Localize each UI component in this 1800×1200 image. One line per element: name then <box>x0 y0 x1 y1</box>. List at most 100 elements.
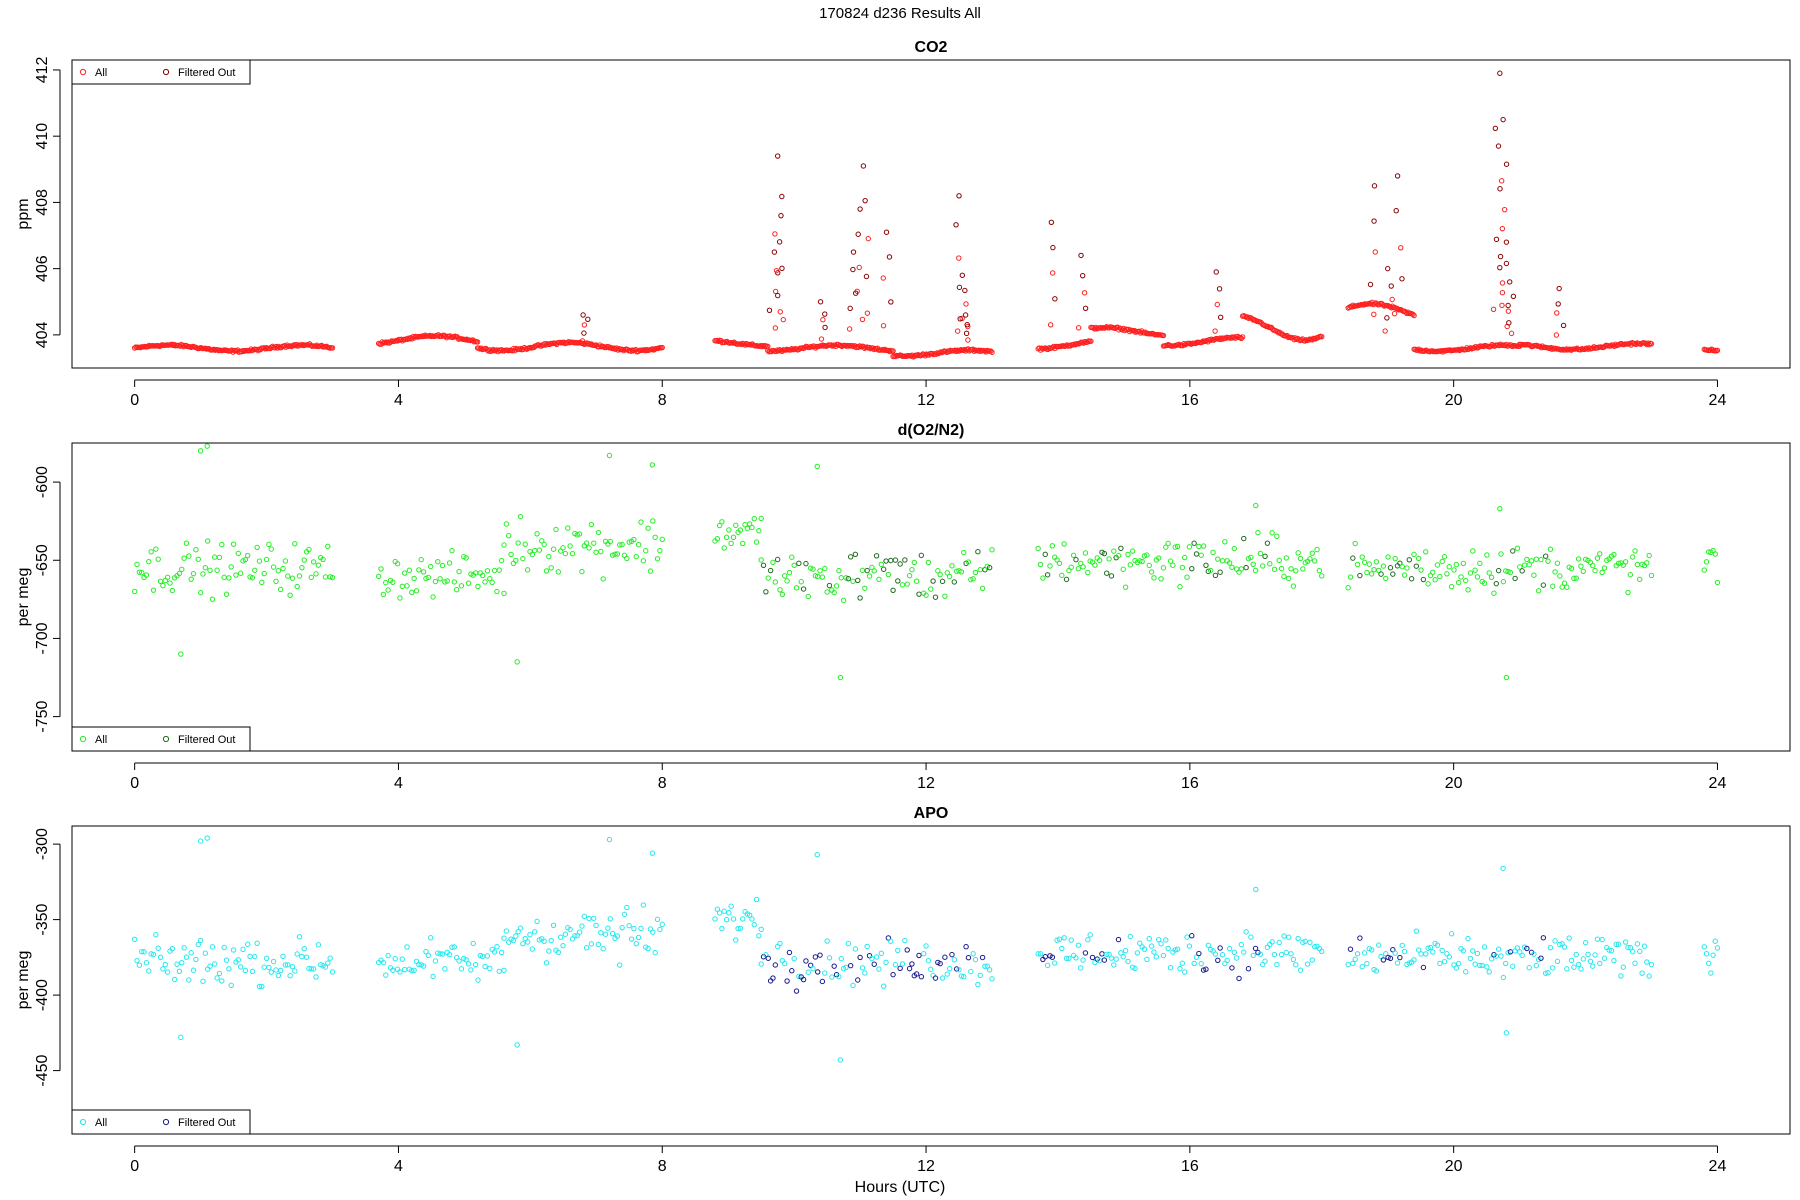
data-point <box>1068 564 1074 571</box>
data-point <box>1712 938 1718 944</box>
co2-spike-point <box>1499 280 1506 286</box>
x-tick-label: 16 <box>1181 1158 1199 1175</box>
data-point <box>1582 940 1589 946</box>
data-point <box>375 573 382 580</box>
data-point <box>1592 567 1598 574</box>
data-point <box>524 939 531 945</box>
data-point <box>576 531 583 537</box>
filtered-point <box>793 988 800 994</box>
data-point <box>1545 970 1551 976</box>
data-point <box>548 937 554 944</box>
co2-point <box>1302 338 1308 344</box>
data-point <box>157 578 164 584</box>
x-tick-label: 12 <box>917 775 935 792</box>
data-point <box>805 969 811 975</box>
x-tick-label: 24 <box>1709 392 1727 409</box>
data-point <box>195 556 201 562</box>
data-point <box>439 951 446 957</box>
data-point <box>723 917 730 923</box>
co2-spike-point <box>1505 302 1511 309</box>
data-point <box>136 569 143 575</box>
data-point <box>972 569 979 576</box>
data-point <box>1634 941 1641 947</box>
data-point <box>520 555 526 562</box>
data-point <box>756 527 762 534</box>
data-point <box>444 578 450 584</box>
data-point <box>1144 956 1150 963</box>
data-point <box>1510 963 1516 970</box>
data-point <box>1710 952 1716 958</box>
data-point <box>240 946 246 953</box>
filtered-point <box>772 962 779 968</box>
data-point <box>259 983 265 990</box>
co2-point <box>787 347 794 353</box>
data-point <box>1186 544 1193 550</box>
co2-point <box>171 341 177 348</box>
data-point <box>468 967 474 973</box>
co2-point <box>918 352 925 358</box>
data-point <box>1418 951 1424 957</box>
data-point <box>1441 554 1448 560</box>
data-point <box>574 933 580 939</box>
data-point <box>1281 573 1287 580</box>
filtered-point <box>1406 557 1412 563</box>
data-point <box>310 559 317 565</box>
filtered-point <box>932 975 939 981</box>
data-point <box>904 581 910 587</box>
data-point <box>190 967 197 973</box>
co2-spike-point <box>776 239 783 245</box>
co2-spike-point <box>1049 270 1056 276</box>
data-point <box>256 558 263 564</box>
co2-spike-point <box>962 287 968 294</box>
data-point <box>740 916 746 922</box>
data-point <box>131 588 138 595</box>
data-point <box>944 570 950 576</box>
data-point <box>1385 554 1391 560</box>
data-point <box>1160 952 1167 959</box>
data-point <box>235 550 241 557</box>
data-point <box>1505 949 1511 956</box>
filtered-point <box>942 954 948 960</box>
data-point <box>546 948 552 954</box>
data-point <box>1644 959 1650 965</box>
data-point <box>261 964 267 970</box>
data-point <box>1037 561 1044 568</box>
data-point <box>463 555 469 561</box>
data-point <box>1611 551 1617 558</box>
data-point <box>263 556 270 563</box>
data-point <box>1463 969 1469 975</box>
data-point <box>1127 562 1134 568</box>
data-point <box>1557 573 1563 579</box>
data-point <box>557 934 564 940</box>
data-point <box>1350 960 1356 967</box>
data-point <box>607 538 613 545</box>
data-point <box>536 547 543 553</box>
data-point <box>155 556 161 562</box>
data-point <box>456 568 462 575</box>
data-point <box>1269 530 1275 536</box>
co2-point <box>616 345 622 352</box>
co2-point <box>1411 312 1417 319</box>
data-point <box>1070 552 1077 558</box>
data-point <box>401 966 408 973</box>
data-point <box>1470 948 1476 954</box>
data-point <box>1096 557 1103 564</box>
data-point <box>1712 551 1718 557</box>
filtered-point <box>770 975 776 981</box>
data-point <box>1401 948 1408 955</box>
data-point <box>633 553 639 560</box>
data-point <box>310 966 317 972</box>
data-point <box>139 569 145 576</box>
filtered-point <box>815 969 821 975</box>
co2-spike-point <box>581 330 587 336</box>
filtered-point <box>1217 945 1223 951</box>
data-point <box>977 972 983 979</box>
filtered-point <box>1512 575 1518 582</box>
data-point <box>758 557 764 563</box>
data-point <box>1580 956 1587 962</box>
y-tick-label: 410 <box>34 123 51 150</box>
data-point <box>923 592 929 598</box>
data-point <box>1481 944 1488 950</box>
filtered-point <box>890 587 896 593</box>
co2-spike-point <box>777 309 783 315</box>
